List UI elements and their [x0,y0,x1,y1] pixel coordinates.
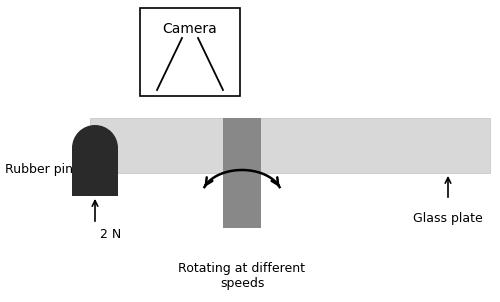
Text: Rubber pin: Rubber pin [5,163,73,176]
Bar [140,8,240,96]
Bar [72,148,118,196]
Text: Rotating at different
speeds: Rotating at different speeds [178,262,306,290]
Text: Camera: Camera [162,22,218,36]
Bar [223,118,261,228]
Wedge shape [72,125,118,148]
Bar [90,118,490,173]
Text: Glass plate: Glass plate [413,212,483,225]
Text: 2 N: 2 N [100,228,121,241]
